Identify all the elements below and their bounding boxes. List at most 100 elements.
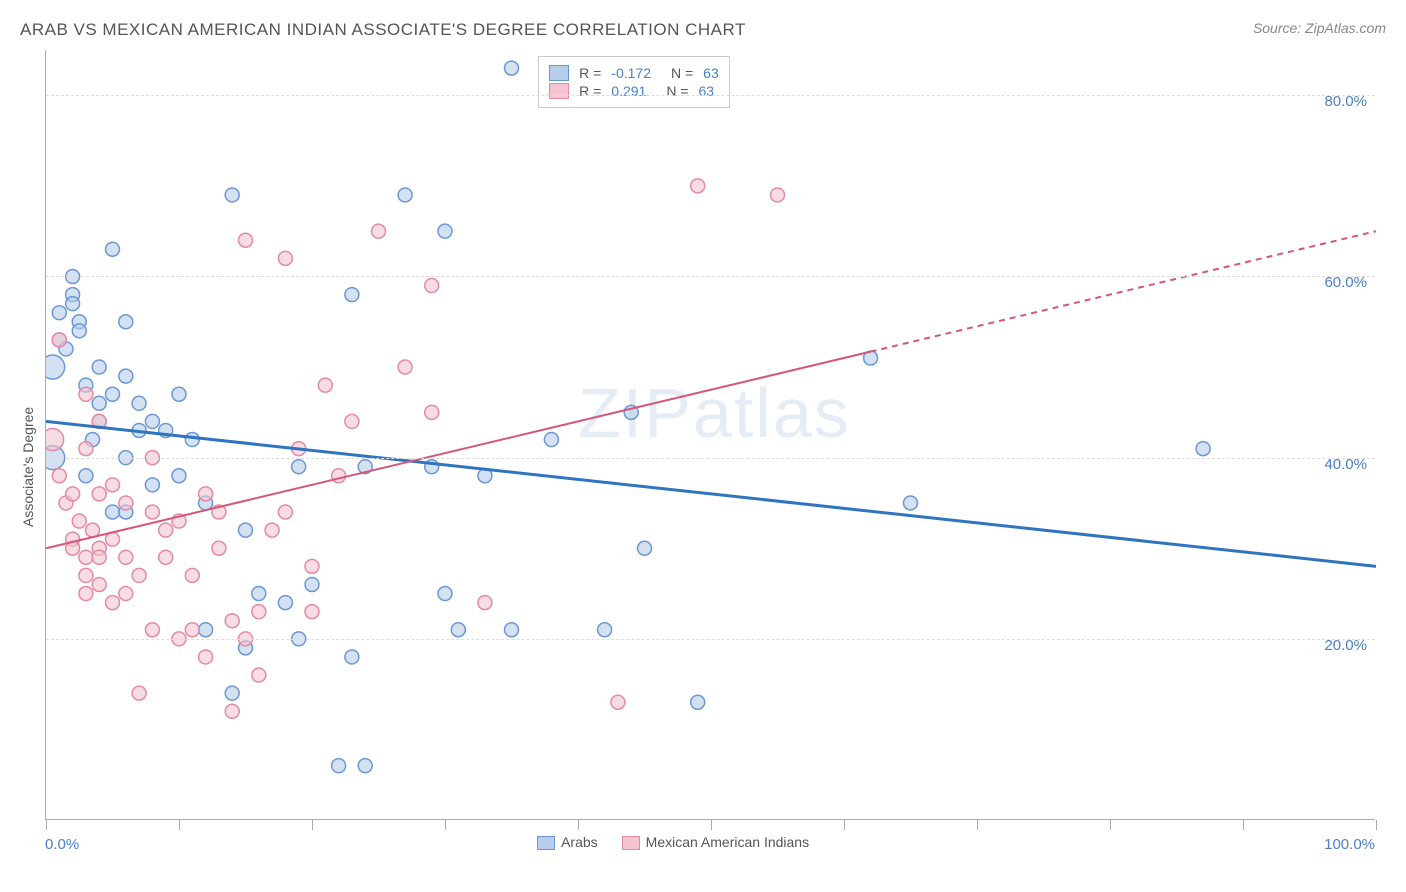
data-point (451, 623, 465, 637)
stats-row: R = 0.291N = 63 (549, 83, 719, 99)
data-point (239, 233, 253, 247)
data-point (265, 523, 279, 537)
data-point (79, 568, 93, 582)
data-point (199, 487, 213, 501)
gridline-h (46, 95, 1375, 96)
stats-legend: R = -0.172N = 63R = 0.291N = 63 (538, 56, 730, 108)
gridline-h (46, 458, 1375, 459)
y-tick-label: 20.0% (1324, 637, 1367, 654)
legend-item: Arabs (537, 834, 598, 850)
data-point (92, 414, 106, 428)
data-point (252, 587, 266, 601)
data-point (92, 541, 106, 555)
legend-item: Mexican American Indians (622, 834, 809, 850)
data-point (106, 242, 120, 256)
data-point (66, 487, 80, 501)
data-point (372, 224, 386, 238)
legend-label: Arabs (561, 834, 598, 850)
data-point (79, 378, 93, 392)
x-tick (179, 820, 180, 830)
x-tick (1376, 820, 1377, 830)
data-point (145, 505, 159, 519)
data-point (239, 641, 253, 655)
trend-line-extrapolated (871, 231, 1376, 351)
data-point (79, 587, 93, 601)
data-point (278, 505, 292, 519)
data-point (119, 369, 133, 383)
data-point (106, 505, 120, 519)
data-point (864, 351, 878, 365)
data-point (92, 577, 106, 591)
x-tick (1243, 820, 1244, 830)
data-point (59, 342, 73, 356)
data-point (332, 469, 346, 483)
data-point (199, 496, 213, 510)
x-tick (711, 820, 712, 830)
stats-color-swatch (549, 65, 569, 81)
data-point (172, 387, 186, 401)
data-point (92, 360, 106, 374)
data-point (252, 668, 266, 682)
source-attribution: Source: ZipAtlas.com (1253, 20, 1386, 36)
data-point (638, 541, 652, 555)
data-point (345, 414, 359, 428)
data-point (92, 414, 106, 428)
data-point (505, 61, 519, 75)
data-point (52, 333, 66, 347)
data-point (92, 396, 106, 410)
data-point (79, 469, 93, 483)
data-point (119, 505, 133, 519)
data-point (66, 297, 80, 311)
data-point (611, 695, 625, 709)
data-point (66, 541, 80, 555)
x-tick (46, 820, 47, 830)
data-point (199, 650, 213, 664)
data-point (332, 759, 346, 773)
data-point (199, 623, 213, 637)
stats-n-label: N = (666, 83, 688, 99)
data-point (305, 559, 319, 573)
data-point (345, 288, 359, 302)
data-point (185, 433, 199, 447)
data-point (119, 315, 133, 329)
data-point (225, 686, 239, 700)
data-point (358, 460, 372, 474)
x-tick-label: 0.0% (45, 836, 79, 853)
data-point (624, 405, 638, 419)
data-point (278, 596, 292, 610)
data-point (66, 288, 80, 302)
data-point (72, 514, 86, 528)
data-point (598, 623, 612, 637)
stats-row: R = -0.172N = 63 (549, 65, 719, 81)
data-point (106, 596, 120, 610)
x-tick (1110, 820, 1111, 830)
data-point (1196, 442, 1210, 456)
data-point (86, 433, 100, 447)
y-tick-label: 60.0% (1324, 274, 1367, 291)
data-point (398, 188, 412, 202)
data-point (292, 442, 306, 456)
data-point (132, 396, 146, 410)
y-tick-label: 80.0% (1324, 93, 1367, 110)
svg-layer (46, 50, 1376, 820)
y-axis-label: Associate's Degree (20, 407, 36, 527)
data-point (225, 704, 239, 718)
data-point (305, 577, 319, 591)
data-point (239, 523, 253, 537)
data-point (145, 623, 159, 637)
y-tick-label: 40.0% (1324, 456, 1367, 473)
data-point (46, 355, 65, 379)
gridline-h (46, 276, 1375, 277)
data-point (544, 433, 558, 447)
data-point (145, 414, 159, 428)
data-point (185, 568, 199, 582)
stats-color-swatch (549, 83, 569, 99)
stats-r-value: 0.291 (611, 83, 646, 99)
series-legend: Arabs Mexican American Indians (537, 834, 809, 850)
data-point (119, 496, 133, 510)
data-point (132, 686, 146, 700)
data-point (145, 478, 159, 492)
data-point (46, 429, 64, 451)
data-point (305, 605, 319, 619)
data-point (225, 614, 239, 628)
